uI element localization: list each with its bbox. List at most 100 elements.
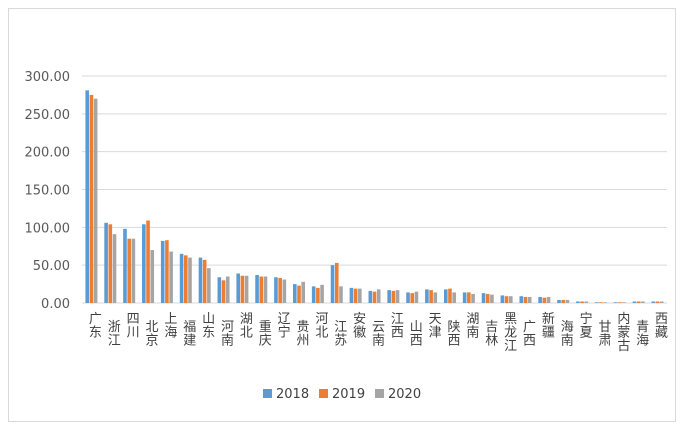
bar-2018-23 [519,296,524,303]
x-tick-label: 海南 [561,320,574,349]
bar-2020-19 [452,292,456,303]
grid-layer [82,75,667,304]
x-tick-label: 湖北 [240,312,253,341]
bar-2019-2 [127,238,131,303]
bar-2020-0 [93,98,98,303]
x-tick-label: 新疆 [542,311,555,341]
x-tick-label: 广西 [523,320,536,349]
bar-2019-14 [353,288,358,303]
bar-2020-24 [546,296,551,303]
x-tick-label: 宁夏 [580,311,593,341]
x-tick-char: 庆 [259,334,272,349]
x-tick-label: 江苏 [334,320,347,349]
bar-2018-13 [330,265,335,303]
x-tick-char: 南 [221,333,234,349]
x-tick-char: 湖 [466,312,479,327]
x-tick-char: 重 [259,319,272,335]
x-tick-char: 江 [108,334,121,349]
bar-2019-10 [278,278,282,303]
x-tick-label: 甘肃 [598,320,611,349]
bar-2018-20 [462,292,467,303]
y-tick-label: 300.00 [25,70,71,85]
x-tick-label: 辽宁 [278,312,291,341]
x-tick-char: 湖 [240,312,253,327]
x-tick-char: 南 [561,333,574,349]
bar-2020-23 [527,296,532,303]
x-tick-label: 西藏 [655,312,668,341]
bar-2019-24 [542,297,547,303]
x-tick-char: 河 [221,320,234,335]
x-tick-char: 西 [391,326,404,341]
x-tick-char: 广 [89,312,102,327]
bar-2018-8 [236,273,241,303]
x-tick-char: 肃 [598,334,611,349]
x-tick-label: 广东 [89,312,102,341]
bar-2019-16 [391,290,396,303]
bar-2018-15 [368,290,373,303]
bar-2020-18 [433,292,438,303]
bar-2019-7 [221,280,226,303]
bar-2019-25 [561,299,566,303]
x-tick-char: 西 [655,312,668,327]
bar-2020-11 [301,281,306,303]
x-tick-label: 陕西 [447,320,460,349]
x-tick-label: 福建 [183,320,196,349]
bar-2020-12 [320,284,324,303]
x-tick-char: 西 [447,334,460,349]
x-tick-char: 津 [429,326,442,341]
x-tick-char: 古 [617,339,630,354]
x-tick-char: 东 [89,326,102,341]
bar-2019-21 [485,293,490,303]
x-tick-char: 海 [636,334,649,349]
bar-2018-18 [425,289,429,303]
x-tick-char: 上 [164,312,177,327]
bar-2019-8 [240,275,245,303]
bar-2018-11 [293,284,297,303]
x-tick-label: 内蒙古 [617,311,630,354]
bar-2019-27 [599,302,603,303]
x-tick-char: 林 [485,334,498,349]
bar-2020-6 [207,268,211,303]
x-tick-label: 山东 [202,312,215,341]
bar-2019-6 [202,259,207,303]
x-tick-label: 黑龙江 [504,312,517,354]
bar-2018-0 [85,90,90,303]
x-tick-label: 重庆 [259,319,272,349]
x-tick-char: 甘 [598,320,611,335]
x-tick-label: 贵州 [297,320,310,349]
bar-2018-26 [576,301,580,303]
legend: 2018 2019 2020 [263,387,421,402]
legend-label: 2020 [388,387,421,402]
x-tick-char: 川 [127,326,140,341]
y-tick-label: 250.00 [25,108,71,123]
x-tick-char: 东 [202,326,215,341]
x-tick-char: 苏 [334,333,347,349]
bar-2019-19 [448,288,452,303]
bar-2020-27 [603,302,607,303]
x-tick-char: 宁 [278,325,291,341]
bar-2019-29 [636,301,641,303]
x-tick-char: 蒙 [617,326,630,341]
bar-2020-10 [282,279,287,303]
bar-2019-28 [618,302,622,303]
bar-2018-9 [255,275,259,303]
bar-2019-9 [259,276,264,303]
x-tick-char: 安 [353,312,366,327]
bar-2018-4 [160,240,165,303]
x-tick-char: 西 [523,334,536,349]
bar-2019-26 [580,301,584,303]
bar-2020-21 [490,294,494,303]
x-tick-char: 黑 [504,312,517,327]
bar-2020-4 [169,251,173,303]
legend-swatch [263,389,272,398]
bar-2020-8 [244,275,249,303]
bar-2020-30 [659,301,664,303]
x-tick-char: 疆 [542,326,555,341]
x-tick-char: 江 [334,320,347,335]
x-tick-char: 南 [466,325,479,341]
bar-2020-13 [339,286,343,303]
x-tick-char: 北 [240,326,253,341]
x-tick-label: 天津 [429,312,442,341]
bar-2020-9 [263,276,268,303]
